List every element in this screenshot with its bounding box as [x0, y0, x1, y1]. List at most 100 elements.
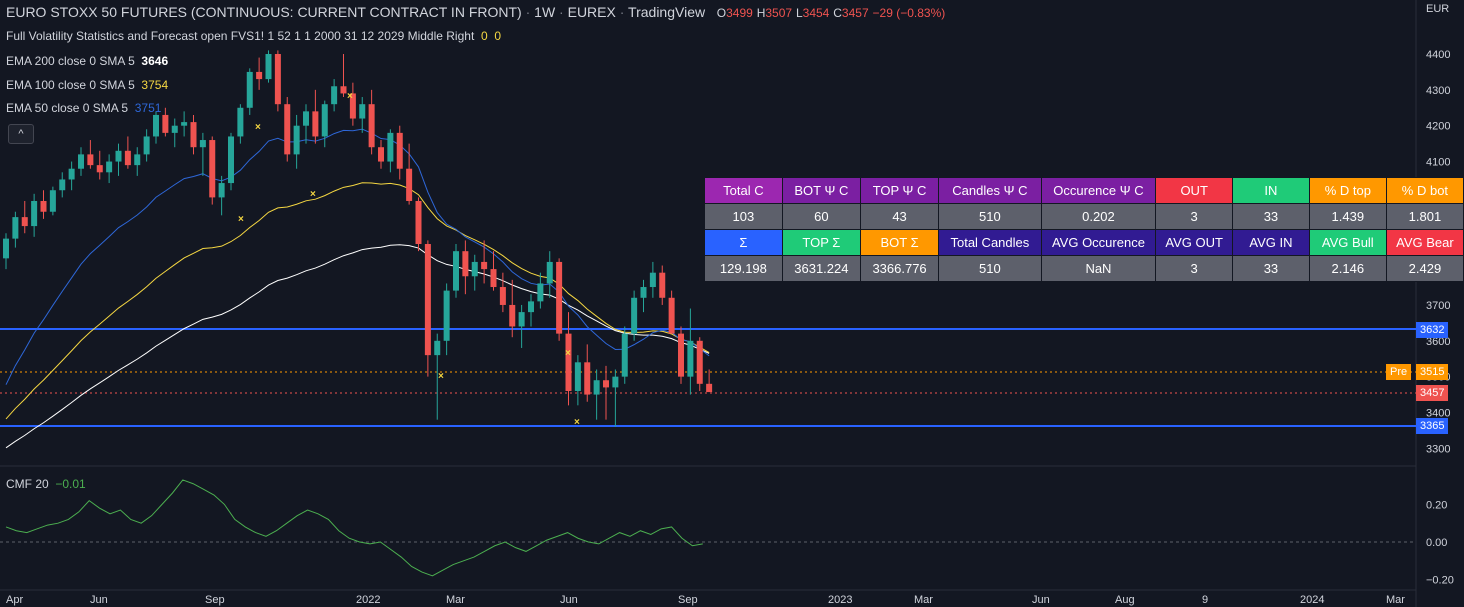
candle-body [12, 217, 19, 239]
candle-body [359, 104, 366, 119]
stats-value-cell: 2.146 [1308, 255, 1387, 282]
time-tick: Jun [560, 594, 578, 606]
level-high-tag: 3632 [1416, 322, 1449, 338]
candle-body [490, 269, 497, 288]
time-axis[interactable]: Apr Jun Sep 2022 Mar Jun Sep 2023 Mar Jun Aug 9 2024… [6, 594, 1405, 606]
time-tick: Sep [678, 594, 698, 606]
candle-body [471, 261, 478, 277]
candle-body [378, 147, 384, 162]
price-tick: 3700 [1426, 300, 1450, 312]
currency-label: EUR [1426, 3, 1450, 15]
candle-body [668, 297, 675, 334]
stats-header-cell: OUT [1155, 177, 1234, 204]
candle-body [631, 297, 638, 334]
ema-lines [5, 128, 710, 449]
pre-market-label: Pre [1386, 364, 1412, 380]
pattern-marker-icon: × [438, 371, 444, 382]
candle-body [443, 290, 450, 341]
candle-body [134, 154, 141, 166]
candle-body [87, 154, 94, 166]
candle-body [59, 179, 66, 191]
candle-body [21, 217, 28, 227]
candle-body [106, 161, 113, 173]
price-tick: 3300 [1426, 443, 1450, 455]
candle-body [387, 132, 394, 162]
candle-body [696, 340, 703, 384]
stats-header-cell: Candles Ψ C [938, 177, 1042, 204]
stats-value-cell: 0.202 [1040, 203, 1157, 230]
candle-body [218, 183, 225, 198]
source-label: TradingView [628, 4, 706, 20]
candle-body [434, 340, 441, 356]
candle-body [199, 140, 206, 148]
time-tick: Mar [914, 594, 933, 606]
candle-body [415, 200, 422, 245]
stats-value-cell: 33 [1232, 203, 1310, 230]
candle-body [640, 287, 647, 298]
candle-body [340, 86, 347, 94]
stats-row: 103 60 43 510 0.202 3 33 1.439 1.801 [704, 203, 1464, 230]
candle-body [246, 71, 253, 108]
candle-body [256, 71, 263, 80]
candle-body [181, 122, 188, 126]
price-tick: 4100 [1426, 157, 1450, 169]
candle-body [349, 93, 356, 119]
candle-body [78, 154, 84, 169]
pattern-marker-icon: × [347, 91, 353, 102]
stats-value-cell: 1.439 [1308, 203, 1387, 230]
candle-body [190, 122, 197, 148]
candle-body [574, 362, 581, 391]
candle-body [453, 251, 459, 291]
stats-value-cell: 3366.776 [859, 255, 940, 282]
candle-body [621, 333, 628, 377]
candle-body [209, 140, 216, 198]
candle-body [678, 333, 684, 377]
stats-header-cell: % D bot [1385, 177, 1464, 204]
candle-body [153, 114, 159, 137]
ema50-legend[interactable]: EMA 50 close 0 SMA 5 3751 [6, 101, 162, 115]
pattern-marker-icon: × [565, 348, 571, 359]
ema200-legend[interactable]: EMA 200 close 0 SMA 5 3646 [6, 54, 169, 68]
candle-body [368, 104, 375, 148]
candle-body [706, 383, 713, 393]
ohlc-high: 3507 [765, 6, 793, 20]
collapse-legend-button[interactable]: ^ [8, 124, 34, 144]
stats-header-cell: TOP Σ [781, 229, 861, 256]
price-tick: 4300 [1426, 85, 1450, 97]
level-low-tag: 3365 [1416, 418, 1449, 434]
price-tick: 3400 [1426, 408, 1450, 420]
stats-row: 129.198 3631.224 3366.776 510 NaN 3 33 2.146 2.4… [704, 255, 1464, 282]
time-tick: 2022 [356, 594, 380, 606]
candle-body [584, 362, 591, 395]
candle-body [40, 200, 47, 212]
ohlc-close: 3457 [841, 6, 869, 20]
candle-body [565, 333, 572, 391]
candle-body [396, 132, 403, 169]
time-tick: Jun [1032, 594, 1050, 606]
symbol-title[interactable]: EURO STOXX 50 FUTURES (CONTINUOUS: CURRE… [6, 4, 522, 20]
chart-grid [0, 0, 1417, 607]
cmf-line [5, 479, 703, 577]
candle-body [293, 125, 300, 155]
candle-body [537, 283, 544, 302]
candle-body [509, 304, 516, 327]
ema100-legend[interactable]: EMA 100 close 0 SMA 5 3754 [6, 78, 169, 92]
volatility-stats-table: Total C BOT Ψ C TOP Ψ C Candles Ψ C Occurenc… [704, 177, 1464, 282]
candle-body [68, 168, 75, 180]
stats-value-cell: 3631.224 [781, 255, 861, 282]
fvs-indicator-legend[interactable]: Full Volatility Statistics and Forecast … [6, 29, 501, 43]
candle-body [237, 107, 244, 137]
stats-header-cell: Σ [704, 229, 783, 256]
cmf-legend[interactable]: CMF 20 −0.01 [6, 477, 86, 491]
ema100-line [5, 182, 710, 420]
price-tick: 4200 [1426, 121, 1450, 133]
interval-label[interactable]: 1W [534, 4, 556, 20]
price-axis[interactable]: 4400430042004100400039003800370036003500… [1426, 49, 1454, 587]
cmf-tick: −0.20 [1426, 575, 1454, 587]
candle-body [659, 272, 666, 298]
candle-body [96, 165, 103, 173]
time-tick: Mar [1386, 594, 1405, 606]
stats-header-cell: Total C [704, 177, 783, 204]
time-tick: Sep [205, 594, 225, 606]
